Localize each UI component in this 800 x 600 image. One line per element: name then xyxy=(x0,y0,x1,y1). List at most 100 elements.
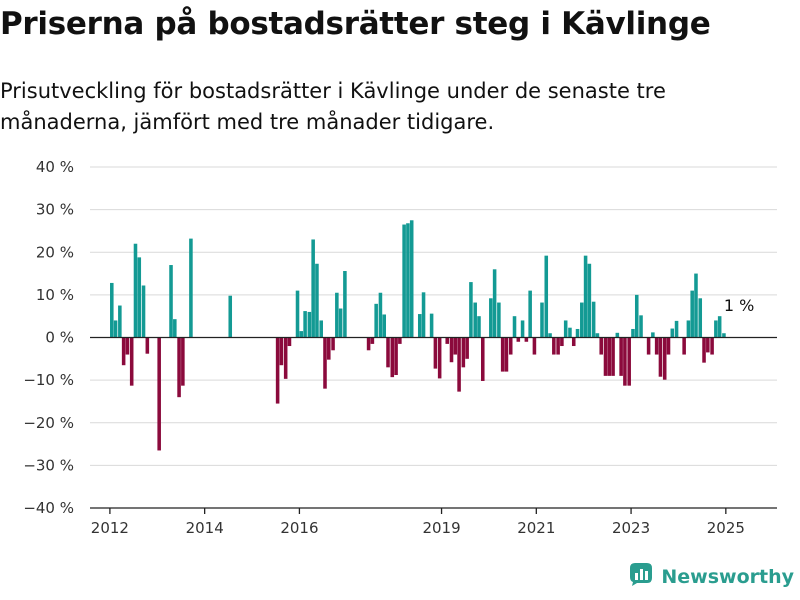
bar xyxy=(173,319,177,338)
bar xyxy=(670,328,675,338)
bar xyxy=(390,337,395,378)
bar xyxy=(480,337,485,381)
bar xyxy=(504,337,509,372)
bar xyxy=(145,337,150,354)
bar xyxy=(492,269,497,338)
bar xyxy=(421,292,426,338)
bar xyxy=(228,295,233,338)
bar xyxy=(674,320,679,338)
bar xyxy=(595,333,600,338)
bar xyxy=(615,332,620,338)
bar xyxy=(406,223,410,338)
bar xyxy=(599,337,603,355)
bar xyxy=(335,292,339,338)
bar xyxy=(580,302,584,338)
brand-name: Newsworthy xyxy=(661,565,794,588)
bar xyxy=(303,311,307,338)
bar xyxy=(110,282,114,338)
bar xyxy=(658,337,663,377)
bar xyxy=(694,273,698,338)
bar xyxy=(631,328,635,338)
bar xyxy=(445,337,450,344)
bar xyxy=(532,337,537,355)
x-tick-label: 2023 xyxy=(612,519,650,537)
bar xyxy=(129,337,134,386)
bar xyxy=(343,271,347,338)
bar xyxy=(544,255,549,338)
bar xyxy=(623,337,627,386)
bar xyxy=(141,285,146,338)
bar xyxy=(299,331,304,338)
bar xyxy=(394,337,398,376)
bar xyxy=(315,263,319,338)
bar xyxy=(417,314,422,338)
y-tick-label: −40 % xyxy=(23,499,74,517)
bar xyxy=(500,337,505,372)
bar xyxy=(386,337,390,368)
bar xyxy=(520,320,525,338)
bar xyxy=(568,327,572,338)
bar xyxy=(524,337,529,342)
bar xyxy=(433,337,438,369)
y-tick-label: 0 % xyxy=(45,329,74,347)
x-tick-label: 2014 xyxy=(186,519,224,537)
bar xyxy=(409,220,414,338)
bar xyxy=(722,333,726,338)
bar xyxy=(449,337,454,363)
bar xyxy=(279,337,284,366)
bar xyxy=(528,290,532,338)
brand-logo[interactable]: Newsworthy xyxy=(628,561,794,592)
y-tick-label: 10 % xyxy=(36,286,74,304)
bar xyxy=(169,265,173,338)
bar xyxy=(587,263,592,338)
bar xyxy=(398,337,402,344)
bar xyxy=(690,290,694,338)
bar xyxy=(710,337,714,355)
bar xyxy=(370,337,375,344)
x-tick-label: 2021 xyxy=(517,519,555,537)
bar-series xyxy=(110,220,726,451)
x-tick-label: 2012 xyxy=(91,519,129,537)
bar xyxy=(516,337,521,342)
x-tick-label: 2016 xyxy=(280,519,318,537)
bar xyxy=(583,255,588,338)
page-title: Priserna på bostadsrätter steg i Kävling… xyxy=(0,6,711,42)
bar xyxy=(508,337,513,355)
bar xyxy=(137,257,142,338)
bar xyxy=(331,337,335,351)
bar xyxy=(457,337,461,392)
bar xyxy=(666,337,671,355)
bar xyxy=(563,320,568,338)
bar xyxy=(654,337,659,355)
bar xyxy=(402,224,406,338)
grid-lines xyxy=(90,166,777,466)
bar xyxy=(374,303,378,338)
bar xyxy=(477,316,481,338)
bar xyxy=(319,320,323,338)
bar xyxy=(611,337,615,376)
y-axis-ticks: 40 % 30 % 20 % 10 % 0 % −10 % −20 % −30 % −40 % xyxy=(23,158,74,517)
bar xyxy=(686,320,691,338)
y-tick-label: 30 % xyxy=(36,201,74,219)
bar xyxy=(275,337,280,404)
bar xyxy=(469,282,473,338)
y-tick-label: −20 % xyxy=(23,414,74,432)
bar xyxy=(702,337,706,363)
bar xyxy=(287,337,292,347)
bar xyxy=(619,337,623,376)
bar xyxy=(646,337,651,355)
bar xyxy=(706,337,710,353)
bar xyxy=(283,337,288,379)
y-tick-label: 40 % xyxy=(36,158,74,176)
bar xyxy=(571,337,576,347)
bar xyxy=(461,337,466,368)
latest-value-annotation: 1 % xyxy=(724,296,754,315)
bar xyxy=(157,337,161,451)
bar xyxy=(540,302,544,338)
bar xyxy=(682,337,686,355)
bar xyxy=(382,314,387,338)
bar xyxy=(512,316,517,338)
bar xyxy=(189,238,193,338)
x-tick-label: 2025 xyxy=(707,519,745,537)
bar xyxy=(327,337,331,360)
